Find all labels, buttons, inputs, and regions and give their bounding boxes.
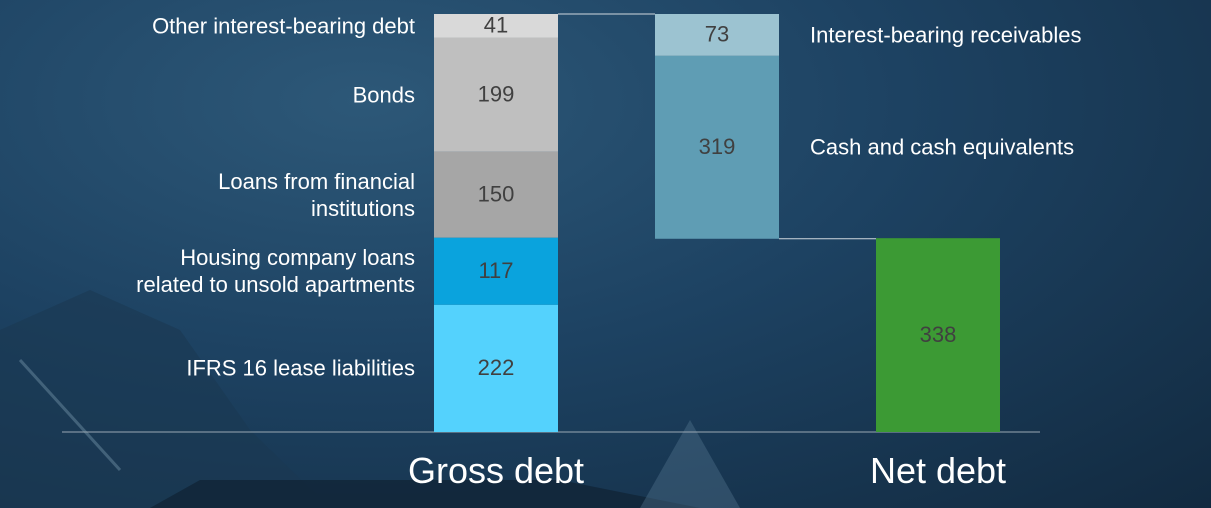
category-label: Gross debt <box>407 450 585 491</box>
bar-segment <box>434 237 558 305</box>
value-label: 319 <box>699 134 736 159</box>
bar-segment <box>655 55 779 239</box>
segment-label: Cash and cash equivalents <box>810 134 1075 160</box>
segment-label: Bonds <box>352 82 415 108</box>
segment-label: Other interest-bearing debt <box>152 13 415 39</box>
value-label: 150 <box>478 181 515 206</box>
segment-label: Loans from financial institutions <box>218 168 415 221</box>
bar-segment <box>655 14 779 56</box>
bar-segment <box>434 14 558 38</box>
segment-label: Interest-bearing receivables <box>810 22 1082 48</box>
value-label: 41 <box>484 13 508 38</box>
value-label: 117 <box>478 258 513 283</box>
segment-label: Housing company loans related to unsold … <box>136 245 415 298</box>
value-label: 338 <box>920 322 957 347</box>
segment-label: IFRS 16 lease liabilities <box>186 355 415 381</box>
value-label: 73 <box>705 22 729 47</box>
value-label: 222 <box>478 355 515 380</box>
bar-segment <box>876 238 1000 432</box>
bar-segment <box>434 151 558 238</box>
category-label: Net debt <box>869 450 1007 491</box>
value-label: 199 <box>478 81 515 106</box>
bar-segment <box>434 304 558 432</box>
bar-segment <box>434 37 558 152</box>
